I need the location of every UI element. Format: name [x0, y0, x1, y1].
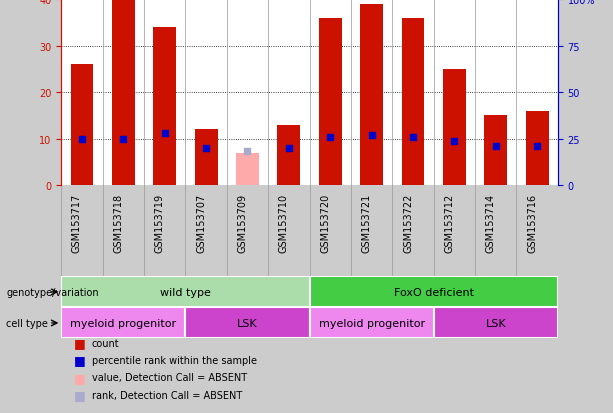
Text: value, Detection Call = ABSENT: value, Detection Call = ABSENT — [92, 373, 247, 382]
Bar — [186, 308, 310, 339]
Point — [243, 148, 253, 155]
Text: GSM153722: GSM153722 — [403, 193, 413, 252]
Bar — [153, 28, 176, 186]
Text: LSK: LSK — [237, 318, 258, 328]
Point — [118, 136, 128, 143]
Text: ■: ■ — [74, 388, 85, 401]
Bar — [526, 112, 549, 186]
Point — [77, 136, 87, 143]
Bar — [484, 116, 507, 186]
Text: GSM153721: GSM153721 — [362, 193, 371, 252]
Bar — [360, 5, 383, 186]
Text: GSM153716: GSM153716 — [527, 193, 537, 252]
Text: GSM153710: GSM153710 — [279, 193, 289, 252]
Text: GSM153714: GSM153714 — [485, 193, 496, 252]
Text: myeloid progenitor: myeloid progenitor — [319, 318, 425, 328]
Bar — [236, 153, 259, 186]
Bar — [112, 0, 135, 186]
Text: LSK: LSK — [485, 318, 506, 328]
Point — [491, 143, 501, 150]
Bar — [61, 277, 310, 308]
Text: ■: ■ — [74, 371, 85, 384]
Point — [367, 132, 376, 139]
Text: rank, Detection Call = ABSENT: rank, Detection Call = ABSENT — [92, 390, 242, 400]
Bar — [402, 19, 424, 186]
Text: ■: ■ — [74, 336, 85, 349]
Bar — [434, 308, 558, 339]
Text: GSM153720: GSM153720 — [320, 193, 330, 252]
Point — [160, 131, 170, 137]
Text: FoxO deficient: FoxO deficient — [394, 287, 474, 297]
Bar — [319, 19, 341, 186]
Text: GSM153709: GSM153709 — [237, 193, 248, 252]
Bar — [310, 277, 558, 308]
Text: wild type: wild type — [160, 287, 211, 297]
Text: GSM153718: GSM153718 — [113, 193, 123, 252]
Text: genotype/variation: genotype/variation — [6, 287, 99, 297]
Point — [284, 145, 294, 152]
Bar — [61, 308, 186, 339]
Text: GSM153717: GSM153717 — [72, 193, 82, 252]
Point — [449, 138, 459, 145]
Text: ■: ■ — [74, 354, 85, 367]
Text: cell type: cell type — [6, 318, 48, 328]
Point — [532, 143, 542, 150]
Point — [326, 134, 335, 141]
Bar — [310, 308, 434, 339]
Text: myeloid progenitor: myeloid progenitor — [70, 318, 177, 328]
Text: GSM153719: GSM153719 — [154, 193, 165, 252]
Text: count: count — [92, 338, 120, 348]
Bar — [195, 130, 218, 186]
Text: percentile rank within the sample: percentile rank within the sample — [92, 355, 257, 365]
Bar — [443, 70, 466, 186]
Bar — [278, 126, 300, 186]
Text: GSM153712: GSM153712 — [444, 193, 454, 252]
Text: GSM153707: GSM153707 — [196, 193, 206, 252]
Bar — [70, 65, 93, 186]
Point — [201, 145, 211, 152]
Point — [408, 134, 418, 141]
